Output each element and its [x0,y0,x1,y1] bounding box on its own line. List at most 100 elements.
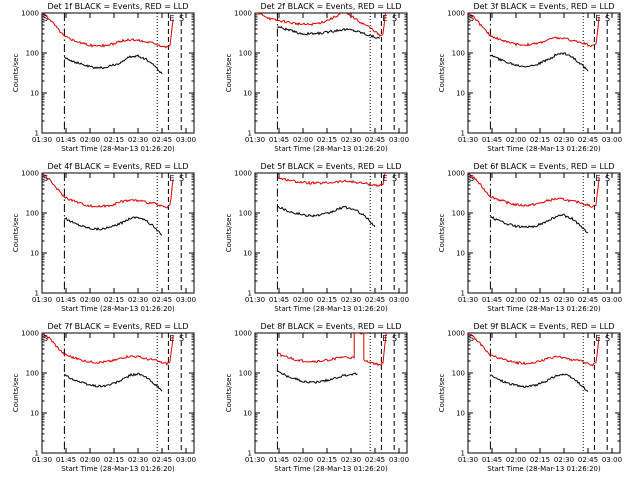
x-tick-label: 02:00 [506,296,526,304]
y-tick-label: 10 [243,410,252,418]
y-tick-label: 100 [26,210,39,218]
y-tick-label: 100 [452,210,465,218]
y-tick-label: 100 [239,210,252,218]
chart-title: Det 8f BLACK = Events, RED = LLD [260,322,401,331]
x-tick-label: 01:30 [32,136,52,144]
x-tick-label: 02:45 [365,296,385,304]
chart-svg: Det 1f BLACK = Events, RED = LLD 1 10 100 10… [12,2,196,153]
y-tick-label: 1000 [234,330,252,338]
series-line-black [63,54,163,75]
x-tick-label: 03:00 [602,456,622,464]
chart-panel-det-5f: Det 5f BLACK = Events, RED = LLD 1 10 100 10… [213,160,413,320]
plot-frame [41,332,195,454]
chart-title: Det 9f BLACK = Events, RED = LLD [473,322,614,331]
x-axis-label: Start Time (28-Mar-13 01:26:20) [274,145,388,153]
y-tick-label: 1000 [447,330,465,338]
x-tick-label: 03:00 [602,136,622,144]
x-tick-label: 02:45 [578,136,598,144]
chart-svg: Det 4f BLACK = Events, RED = LLD 1 10 100 10… [12,162,196,313]
marker-label-s: S [469,14,474,23]
marker-label-s: S [179,334,184,343]
plot-frame [254,172,408,294]
y-tick-label: 10 [456,250,465,258]
chart-svg: Det 8f BLACK = Events, RED = LLD 1 10 100 10… [225,322,409,473]
y-tick-label: 1000 [21,170,39,178]
chart-svg: Det 6f BLACK = Events, RED = LLD 1 10 100 10… [438,162,622,313]
x-tick-label: 03:00 [176,136,196,144]
x-tick-label: 01:30 [458,456,478,464]
chart-panel-det-2f: Det 2f BLACK = Events, RED = LLD 1 10 100 10… [213,0,413,160]
chart-title: Det 5f BLACK = Events, RED = LLD [260,162,401,171]
y-tick-label: 1 [461,450,465,458]
y-axis-label: Counts/sec [225,54,233,93]
x-tick-label: 02:30 [341,136,361,144]
marker-label-s: S [392,14,397,23]
chart-panel-det-4f: Det 4f BLACK = Events, RED = LLD 1 10 100 10… [0,160,200,320]
series-line-red [42,13,174,49]
y-tick-label: 100 [26,370,39,378]
x-tick-label: 02:15 [317,456,337,464]
y-tick-label: 1000 [234,170,252,178]
x-axis-label: Start Time (28-Mar-13 01:26:20) [274,465,388,473]
marker-label-s: S [179,174,184,183]
x-tick-label: 02:15 [104,296,124,304]
x-tick-label: 02:45 [365,136,385,144]
series-line-red [468,13,600,48]
chart-panel-det-9f: Det 9f BLACK = Events, RED = LLD 1 10 100 10… [426,320,626,480]
x-tick-label: 02:30 [341,296,361,304]
plot-frame [467,172,621,294]
chart-panel-det-1f: Det 1f BLACK = Events, RED = LLD 1 10 100 10… [0,0,200,160]
plot-frame [467,332,621,454]
x-tick-label: 01:30 [458,296,478,304]
x-tick-label: 02:00 [506,136,526,144]
x-tick-label: 02:00 [506,456,526,464]
plot-frame [254,332,408,454]
y-tick-label: 10 [456,410,465,418]
x-tick-label: 02:15 [104,456,124,464]
chart-title: Det 6f BLACK = Events, RED = LLD [473,162,614,171]
chart-panel-det-8f: Det 8f BLACK = Events, RED = LLD 1 10 100 10… [213,320,413,480]
y-axis-label: Counts/sec [12,374,20,413]
x-tick-label: 02:00 [293,296,313,304]
y-tick-label: 1 [248,290,252,298]
marker-label-s: S [392,174,397,183]
x-tick-label: 02:45 [365,456,385,464]
marker-label-s: S [43,14,48,23]
x-axis-label: Start Time (28-Mar-13 01:26:20) [487,305,601,313]
x-tick-label: 01:45 [269,136,289,144]
y-axis-label: Counts/sec [225,374,233,413]
marker-label-e: E [595,334,600,343]
series-line-black [277,370,358,384]
plot-frame [41,12,195,134]
x-tick-label: 03:00 [176,296,196,304]
plot-frame [254,12,408,134]
y-tick-label: 100 [26,50,39,58]
x-axis-label: Start Time (28-Mar-13 01:26:20) [487,465,601,473]
marker-label-s: S [605,14,610,23]
x-tick-label: 03:00 [602,296,622,304]
x-tick-label: 01:45 [269,456,289,464]
marker-label-e: E [169,174,174,183]
series-line-black [64,216,163,236]
x-tick-label: 02:30 [554,456,574,464]
x-tick-label: 02:30 [128,296,148,304]
x-tick-label: 02:00 [80,456,100,464]
y-axis-label: Counts/sec [438,214,446,253]
y-tick-label: 1000 [234,10,252,18]
x-tick-label: 03:00 [389,136,409,144]
y-axis-label: Counts/sec [12,54,20,93]
y-tick-label: 1 [248,130,252,138]
series-line-black [490,52,589,72]
y-tick-label: 100 [452,50,465,58]
y-tick-label: 1 [461,130,465,138]
x-tick-label: 02:15 [530,456,550,464]
chart-title: Det 7f BLACK = Events, RED = LLD [47,322,188,331]
x-tick-label: 01:45 [269,296,289,304]
x-tick-label: 01:30 [32,456,52,464]
x-tick-label: 01:30 [458,136,478,144]
marker-label-s: S [43,334,48,343]
x-tick-label: 01:45 [56,296,76,304]
y-tick-label: 10 [30,90,39,98]
chart-svg: Det 3f BLACK = Events, RED = LLD 1 10 100 10… [438,2,622,153]
